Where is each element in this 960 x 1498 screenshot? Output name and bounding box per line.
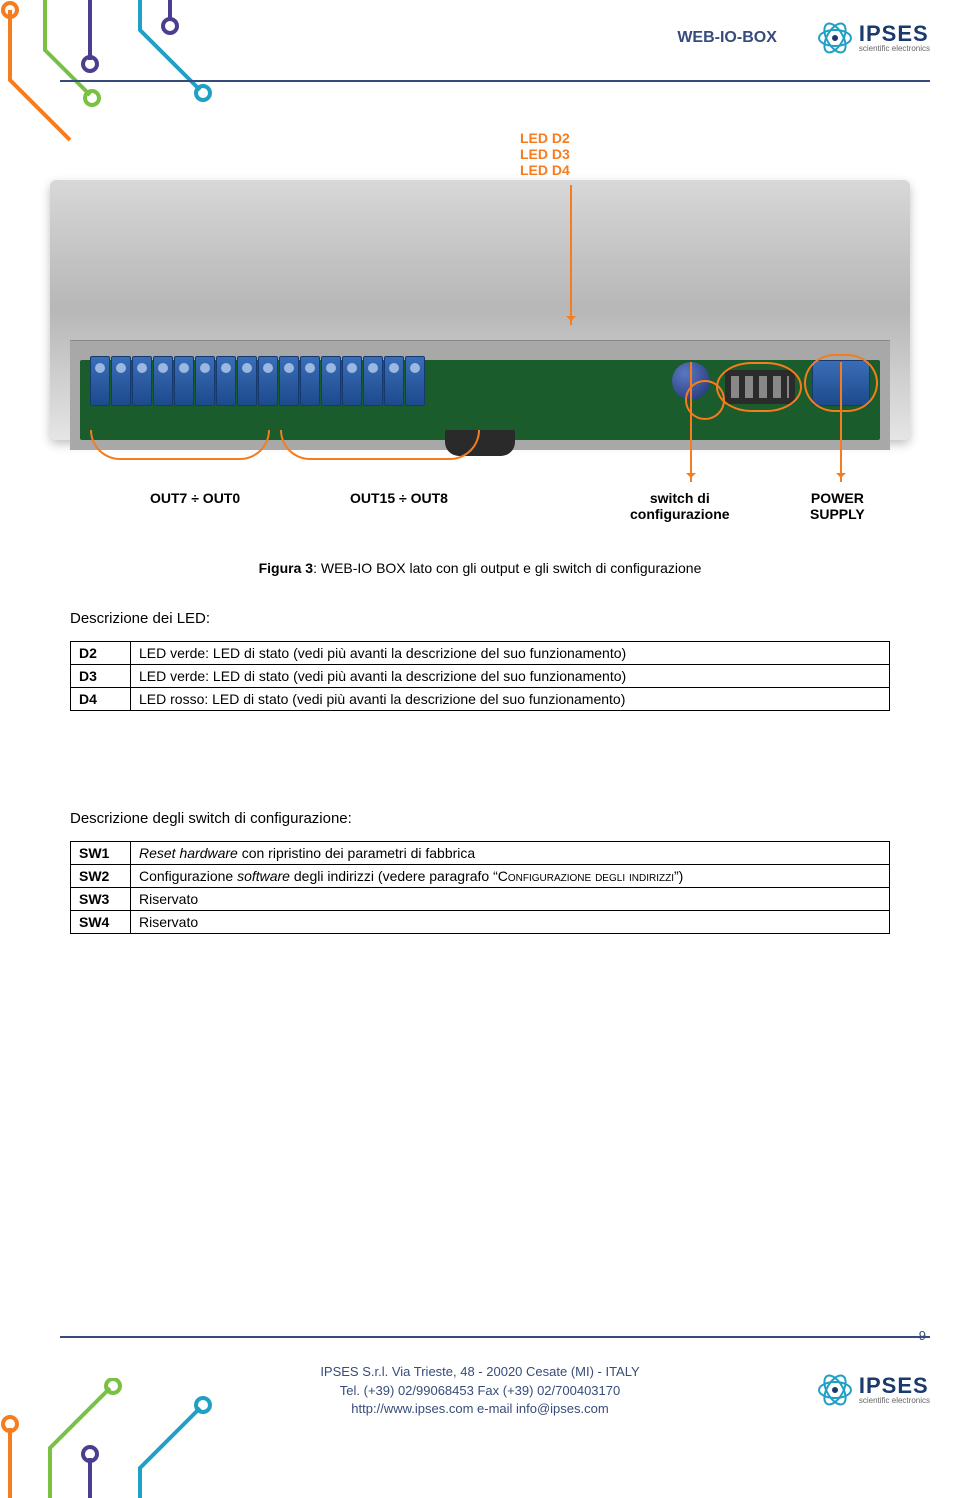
logo-icon [817,1372,853,1408]
page-number: 9 [919,1328,926,1343]
table-row: SW1 Reset hardware con ripristino dei pa… [71,842,890,865]
terminal-block [300,356,320,406]
table-row: SW2 Configurazione software degli indiri… [71,865,890,888]
out15-label: OUT15 ÷ OUT8 [350,490,448,506]
terminal-block [237,356,257,406]
terminal-block [111,356,131,406]
device-photo-diagram: LED D2 LED D3 LED D4 OUT7 ÷ OUT0 OUT15 ÷… [50,130,910,550]
switch-table: SW1 Reset hardware con ripristino dei pa… [70,841,890,934]
logo-icon [817,20,853,56]
footer-logo: IPSES scientific electronics [817,1372,930,1408]
logo-main-text: IPSES [859,23,930,45]
terminal-block [279,356,299,406]
power-label: POWER SUPPLY [810,490,865,522]
terminal-block [405,356,425,406]
table-row: SW4Riservato [71,911,890,934]
terminal-block [216,356,236,406]
figure-caption: Figura 3: WEB-IO BOX lato con gli output… [0,560,960,576]
switch-label: switch di configurazione [630,490,730,522]
terminal-block [342,356,362,406]
logo: IPSES scientific electronics [817,20,930,56]
led-description-section: Descrizione dei LED: D2LED verde: LED di… [70,610,890,711]
led-table: D2LED verde: LED di stato (vedi più avan… [70,641,890,711]
terminal-block [174,356,194,406]
terminal-block [321,356,341,406]
terminal-block [132,356,152,406]
terminal-block [153,356,173,406]
header-rule [60,80,930,82]
terminal-block [258,356,278,406]
logo-sub-text: scientific electronics [859,45,930,53]
switch-description-section: Descrizione degli switch di configurazio… [70,810,890,934]
footer-rule [60,1336,930,1338]
doc-title: WEB-IO-BOX [677,29,777,47]
terminal-block [90,356,110,406]
table-row: D2LED verde: LED di stato (vedi più avan… [71,642,890,665]
table-row: D4LED rosso: LED di stato (vedi più avan… [71,688,890,711]
terminal-block [384,356,404,406]
header-right: WEB-IO-BOX IPSES scientific electronics [677,20,930,56]
table-row: D3LED verde: LED di stato (vedi più avan… [71,665,890,688]
terminal-block [363,356,383,406]
out7-label: OUT7 ÷ OUT0 [150,490,240,506]
led-section-title: Descrizione dei LED: [70,610,890,627]
sw-section-title: Descrizione degli switch di configurazio… [70,810,890,827]
header-circuit-decor [0,0,300,150]
table-row: SW3Riservato [71,888,890,911]
terminal-block [195,356,215,406]
led-labels: LED D2 LED D3 LED D4 [520,130,570,178]
